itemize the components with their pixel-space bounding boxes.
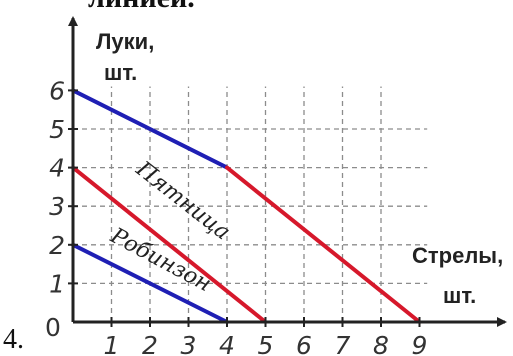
y-axis-title-line2: шт. bbox=[104, 60, 137, 85]
x-tick-label: 2 bbox=[142, 331, 158, 356]
x-tick-label: 4 bbox=[219, 331, 235, 356]
y-tick-label: 5 bbox=[49, 115, 65, 144]
x-axis-title-line1: Стрелы, bbox=[412, 243, 503, 268]
x-axis-title-line2: шт. bbox=[443, 283, 476, 308]
y-tick-label: 1 bbox=[49, 269, 65, 298]
x-tick-label: 1 bbox=[104, 331, 120, 356]
x-tick-label: 8 bbox=[373, 331, 389, 356]
y-tick-label: 2 bbox=[49, 231, 65, 260]
x-tick-label: 7 bbox=[335, 331, 351, 356]
series-label-2: Робинзон bbox=[105, 223, 215, 297]
y-tick-label: 6 bbox=[49, 76, 65, 105]
series-label-1: Пятница bbox=[130, 156, 234, 245]
y-tick-label: 4 bbox=[49, 154, 65, 183]
x-tick-label: 9 bbox=[412, 331, 428, 356]
y-tick-label: 3 bbox=[49, 192, 65, 221]
x-tick-label: 3 bbox=[181, 331, 197, 356]
y-axis-title-line1: Луки, bbox=[96, 29, 154, 54]
x-tick-label: 5 bbox=[258, 331, 274, 356]
origin-label: 0 bbox=[45, 313, 61, 342]
x-tick-label: 6 bbox=[296, 331, 312, 356]
